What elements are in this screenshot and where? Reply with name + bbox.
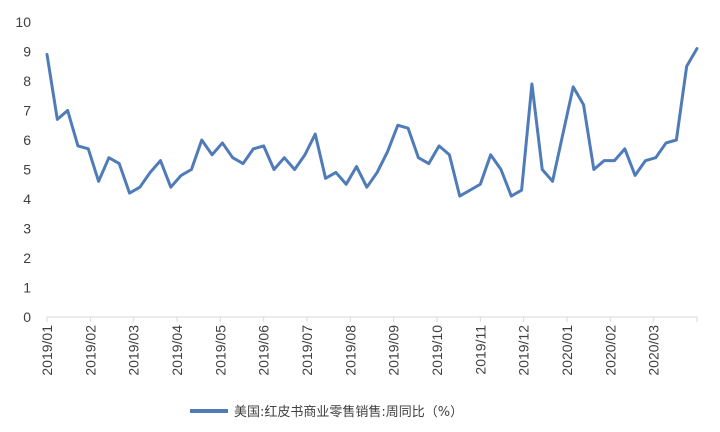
- y-axis: 0 1 2 3 4 5 6 7 8 9 10: [15, 14, 31, 325]
- y-tick-label: 9: [23, 44, 31, 60]
- x-tick-label: 2019/09: [386, 325, 402, 376]
- y-tick-label: 10: [15, 14, 31, 30]
- series-lines: [45, 47, 699, 198]
- legend-label: 美国:红皮书商业零售销售:周同比（%）: [234, 404, 463, 420]
- x-tick-label: 2019/06: [256, 325, 272, 376]
- x-tick-label: 2019/04: [169, 325, 185, 376]
- x-axis: 2019/01 2019/02 2019/03 2019/04 2019/05 2019/…: [39, 316, 698, 376]
- y-tick-label: 5: [23, 162, 31, 178]
- x-tick-label: 2020/03: [646, 325, 662, 376]
- y-tick-label: 7: [23, 103, 31, 119]
- y-tick-label: 4: [23, 191, 31, 207]
- y-tick-label: 6: [23, 132, 31, 148]
- legend: 美国:红皮书商业零售销售:周同比（%）: [190, 404, 463, 420]
- x-tick-label: 2020/01: [559, 325, 575, 376]
- series-line: [45, 47, 699, 198]
- y-tick-label: 0: [23, 309, 31, 325]
- x-tick-label: 2019/05: [212, 325, 228, 376]
- y-tick-label: 3: [23, 221, 31, 237]
- x-tick-label: 2019/12: [516, 325, 532, 376]
- x-tick-label: 2019/01: [39, 325, 55, 376]
- y-tick-label: 1: [23, 280, 31, 296]
- x-tick-label: 2019/08: [342, 325, 358, 376]
- x-tick-label: 2019/02: [82, 325, 98, 376]
- x-tick-label: 2019/11: [472, 325, 488, 375]
- x-tick-label: 2020/02: [602, 325, 618, 376]
- x-tick-label: 2019/03: [126, 325, 142, 376]
- y-tick-label: 8: [23, 73, 31, 89]
- x-tick-label: 2019/07: [299, 325, 315, 376]
- y-tick-label: 2: [23, 250, 31, 266]
- x-tick-label: 2019/10: [429, 325, 445, 376]
